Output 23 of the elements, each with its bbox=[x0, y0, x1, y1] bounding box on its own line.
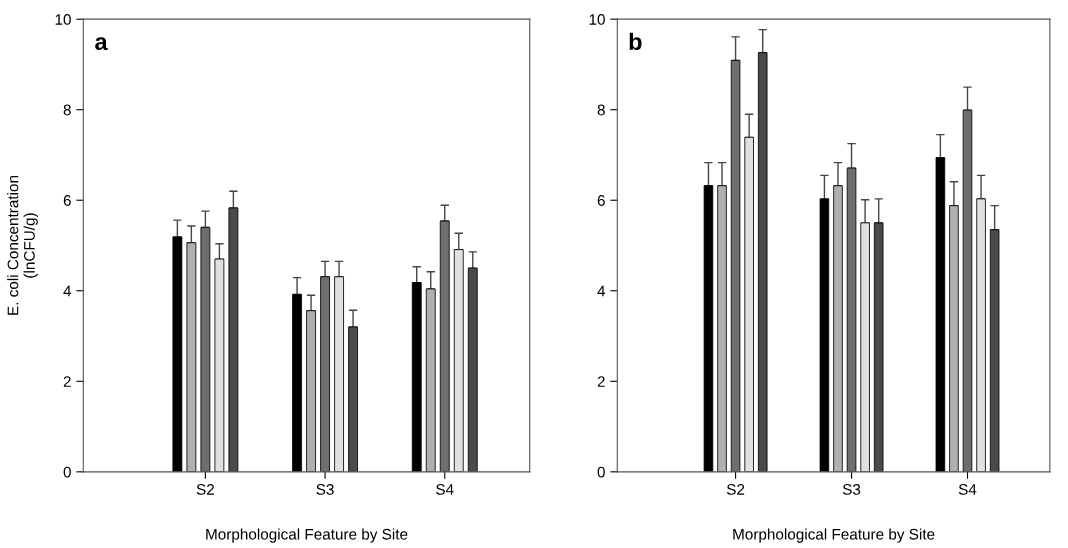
y-tick-label: 2 bbox=[597, 376, 605, 387]
y-tick-label: 10 bbox=[589, 14, 605, 25]
y-tick-label: 8 bbox=[597, 104, 605, 116]
x-tick-label: S3 bbox=[842, 484, 861, 495]
y-tick-label: 0 bbox=[597, 466, 605, 478]
y-tick-label: 2 bbox=[63, 376, 71, 387]
y-tick-label: 0 bbox=[63, 466, 71, 478]
x-tick-label: S4 bbox=[958, 484, 977, 495]
y-axis-title: E. coli Concentration (lnCFU/g) bbox=[7, 176, 38, 315]
text: a bbox=[95, 37, 108, 51]
y-tick-label: 8 bbox=[63, 104, 71, 116]
x-tick-label: S3 bbox=[316, 484, 334, 495]
y-tick-label: 6 bbox=[597, 195, 605, 206]
y-tick-label: 6 bbox=[63, 195, 71, 206]
x-axis-title: Morphological Feature by Site bbox=[733, 528, 935, 543]
y-tick-label: 4 bbox=[597, 285, 606, 297]
chart-title: b bbox=[629, 32, 642, 51]
x-axis-title: Morphological Feature by Site bbox=[206, 528, 408, 543]
x-tick-label: S4 bbox=[436, 484, 454, 495]
y-tick-label: 10 bbox=[55, 14, 71, 25]
x-tick-label: S2 bbox=[726, 484, 745, 495]
y-tick-label: 4 bbox=[63, 285, 72, 297]
x-tick-label: S2 bbox=[196, 484, 214, 495]
